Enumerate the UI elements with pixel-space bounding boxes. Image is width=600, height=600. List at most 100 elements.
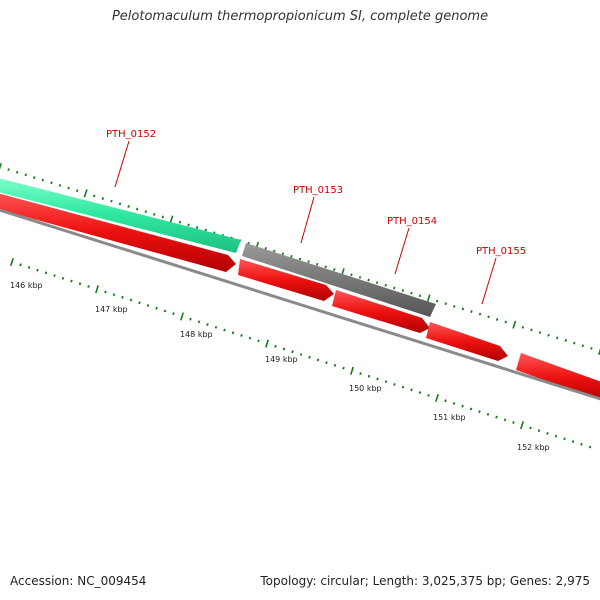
minor-tick — [384, 283, 387, 287]
major-tick — [10, 257, 14, 267]
minor-tick — [453, 304, 456, 308]
cds-arrow[interactable] — [426, 322, 508, 361]
minor-tick — [101, 197, 105, 200]
minor-tick — [19, 263, 22, 267]
minor-tick — [197, 320, 201, 324]
lower-tick-ruler — [10, 257, 592, 449]
gene-feature-pth-0152[interactable] — [0, 176, 241, 253]
minor-tick — [153, 212, 156, 216]
minor-tick — [53, 274, 56, 278]
minor-tick — [274, 344, 277, 348]
minor-tick — [359, 372, 362, 375]
minor-tick — [325, 361, 328, 365]
gene-leader-line — [300, 196, 315, 244]
minor-tick — [291, 350, 294, 354]
minor-tick — [67, 186, 70, 190]
kbp-label: 148 kbp — [180, 330, 213, 339]
minor-tick — [299, 353, 303, 356]
minor-tick — [564, 339, 567, 342]
cds-arrow[interactable] — [0, 191, 236, 272]
major-tick — [520, 421, 524, 430]
minor-tick — [135, 207, 139, 211]
minor-tick — [41, 178, 45, 182]
minor-tick — [87, 285, 90, 288]
major-tick — [435, 393, 439, 403]
minor-tick — [307, 260, 310, 264]
minor-tick — [452, 402, 456, 405]
minor-tick — [470, 310, 473, 313]
minor-tick — [104, 290, 107, 294]
kbp-label: 151 kbp — [433, 413, 466, 422]
minor-tick — [393, 286, 396, 290]
minor-tick — [15, 170, 19, 174]
upper-tick-ruler — [0, 162, 600, 356]
minor-tick — [58, 183, 62, 187]
minor-tick — [195, 226, 199, 229]
minor-tick — [7, 168, 10, 172]
minor-tick — [316, 358, 320, 362]
minor-tick — [189, 317, 192, 321]
minor-tick — [36, 268, 39, 272]
minor-tick — [393, 383, 396, 386]
cds-arrow[interactable] — [516, 353, 600, 402]
gene-label-pth-0154[interactable]: PTH_0154 — [387, 216, 437, 227]
gene-leader-line — [481, 257, 497, 305]
minor-tick — [138, 301, 141, 305]
major-tick — [0, 162, 2, 170]
gene-label-pth-0155[interactable]: PTH_0155 — [476, 246, 526, 257]
minor-tick — [223, 328, 226, 332]
minor-tick — [495, 415, 498, 419]
cds-arrow[interactable] — [238, 259, 334, 301]
minor-tick — [324, 265, 327, 269]
minor-tick — [93, 194, 96, 198]
minor-tick — [281, 252, 285, 256]
minor-tick — [240, 334, 243, 337]
minor-tick — [401, 385, 405, 389]
minor-tick — [384, 380, 388, 384]
gene-leader-line — [114, 140, 130, 188]
minor-tick — [512, 421, 515, 424]
cds-arrow[interactable] — [332, 290, 430, 333]
minor-tick — [214, 325, 218, 329]
minor-tick — [187, 223, 190, 227]
minor-tick — [333, 363, 337, 367]
kbp-label: 152 kbp — [517, 443, 550, 452]
minor-tick — [33, 176, 36, 179]
major-tick — [426, 294, 431, 303]
minor-tick — [461, 404, 464, 408]
minor-tick — [204, 228, 207, 232]
minor-tick — [410, 291, 413, 295]
minor-tick — [358, 275, 362, 279]
major-tick — [95, 285, 99, 294]
minor-tick — [410, 388, 413, 392]
gene-label-pth-0152[interactable]: PTH_0152 — [106, 129, 156, 140]
minor-tick — [495, 318, 499, 321]
minor-tick — [461, 307, 465, 311]
major-tick — [512, 320, 517, 329]
minor-tick — [375, 281, 379, 285]
minor-tick — [537, 429, 541, 433]
minor-tick — [315, 262, 319, 266]
minor-tick — [273, 249, 276, 253]
map-title: Pelotomaculum thermopropionicum SI, comp… — [111, 9, 489, 24]
minor-tick — [178, 220, 182, 224]
major-tick — [598, 348, 600, 356]
minor-tick — [444, 399, 447, 403]
gene-label-pth-0153[interactable]: PTH_0153 — [293, 185, 343, 196]
minor-tick — [75, 189, 79, 193]
minor-tick — [555, 336, 559, 340]
major-tick — [180, 312, 184, 321]
gene-feature-pth-0153[interactable] — [242, 243, 436, 317]
minor-tick — [521, 325, 525, 329]
minor-tick — [418, 391, 422, 394]
minor-tick — [401, 289, 405, 292]
minor-tick — [427, 393, 430, 397]
minor-tick — [298, 257, 302, 261]
minor-tick — [231, 331, 235, 335]
minor-tick — [486, 412, 490, 416]
minor-tick — [257, 339, 260, 343]
minor-tick — [24, 173, 27, 177]
kbp-label: 149 kbp — [265, 355, 298, 364]
kbp-label: 150 kbp — [349, 384, 382, 393]
minor-tick — [129, 298, 133, 302]
